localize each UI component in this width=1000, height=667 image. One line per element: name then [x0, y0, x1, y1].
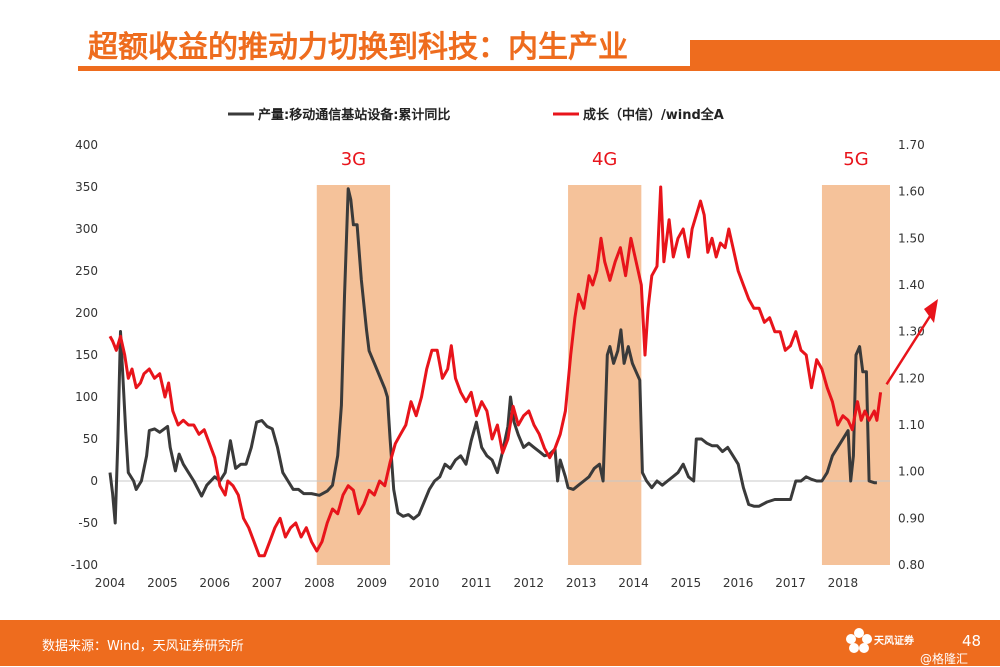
x-tick-label: 2017	[775, 576, 806, 590]
highlight-bands: 3G 4G 5G	[316, 149, 890, 565]
x-axis: 2004 2005 2006 2007 2008 2009 2010 2011 2012 2013…	[95, 576, 858, 590]
footer-bar: 数据来源：Wind，天风证券研究所 天风证券 48 @格隆汇	[0, 620, 1000, 666]
right-tick-label: 1.40	[898, 278, 925, 292]
left-tick-label: 350	[75, 180, 98, 194]
x-tick-label: 2006	[199, 576, 230, 590]
left-tick-label: 250	[75, 264, 98, 278]
slide-title: 超额收益的推动力切换到科技：内生产业	[88, 30, 628, 65]
x-tick-label: 2008	[304, 576, 335, 590]
left-tick-label: 400	[75, 138, 98, 152]
x-tick-label: 2005	[147, 576, 178, 590]
trend-arrow-head	[924, 299, 938, 323]
highlight-label-4g: 4G	[592, 149, 617, 170]
flower-logo-icon	[846, 628, 872, 653]
footer-source: 数据来源：Wind，天风证券研究所	[42, 639, 244, 654]
left-tick-label: 150	[75, 348, 98, 362]
left-tick-label: 300	[75, 222, 98, 236]
series-line-growth	[108, 185, 883, 558]
right-tick-label: 1.60	[898, 185, 925, 199]
page-number: 48	[962, 632, 982, 650]
dual-axis-line-chart: 3G 4G 5G 400 350 300 250 200 150 100 50 0 -50 -100 1…	[71, 107, 938, 590]
x-tick-label: 2010	[409, 576, 440, 590]
x-tick-label: 2011	[461, 576, 492, 590]
x-tick-label: 2018	[828, 576, 859, 590]
x-tick-label: 2015	[671, 576, 702, 590]
right-tick-label: 0.80	[898, 558, 925, 572]
chart-legend: 产量:移动通信基站设备:累计同比 成长（中信）/wind全A	[228, 107, 724, 123]
title-underline	[78, 66, 1000, 71]
right-tick-label: 1.20	[898, 371, 925, 385]
left-tick-label: 200	[75, 306, 98, 320]
left-tick-label: 100	[75, 390, 98, 404]
x-tick-label: 2014	[618, 576, 649, 590]
x-tick-label: 2009	[356, 576, 387, 590]
right-axis: 1.701.601.501.401.301.201.101.000.900.80	[898, 138, 925, 572]
left-tick-label: -100	[71, 558, 98, 572]
title-bar: 超额收益的推动力切换到科技：内生产业	[78, 14, 1000, 74]
footer-logo-text: 天风证券	[874, 636, 914, 647]
title-accent-bar	[690, 40, 1000, 68]
trend-arrow-shaft	[885, 312, 934, 386]
right-tick-label: 1.00	[898, 465, 925, 479]
watermark: @格隆汇	[920, 652, 969, 666]
left-tick-label: 0	[90, 474, 98, 488]
trend-arrow-icon	[885, 299, 938, 386]
left-axis: 400 350 300 250 200 150 100 50 0 -50 -100	[71, 138, 98, 572]
right-tick-label: 1.10	[898, 418, 925, 432]
highlight-label-3g: 3G	[341, 149, 366, 170]
x-tick-label: 2007	[252, 576, 283, 590]
x-tick-label: 2013	[566, 576, 597, 590]
legend-label-0: 产量:移动通信基站设备:累计同比	[258, 107, 450, 123]
right-tick-label: 0.90	[898, 511, 925, 525]
left-tick-label: -50	[78, 516, 98, 530]
legend-label-1: 成长（中信）/wind全A	[583, 107, 724, 123]
x-tick-label: 2012	[514, 576, 545, 590]
x-tick-label: 2016	[723, 576, 754, 590]
series-lines	[108, 185, 883, 558]
highlight-label-5g: 5G	[843, 149, 868, 170]
left-tick-label: 50	[83, 432, 98, 446]
right-tick-label: 1.50	[898, 231, 925, 245]
x-tick-label: 2004	[95, 576, 126, 590]
series-line-production	[108, 187, 877, 525]
right-tick-label: 1.70	[898, 138, 925, 152]
